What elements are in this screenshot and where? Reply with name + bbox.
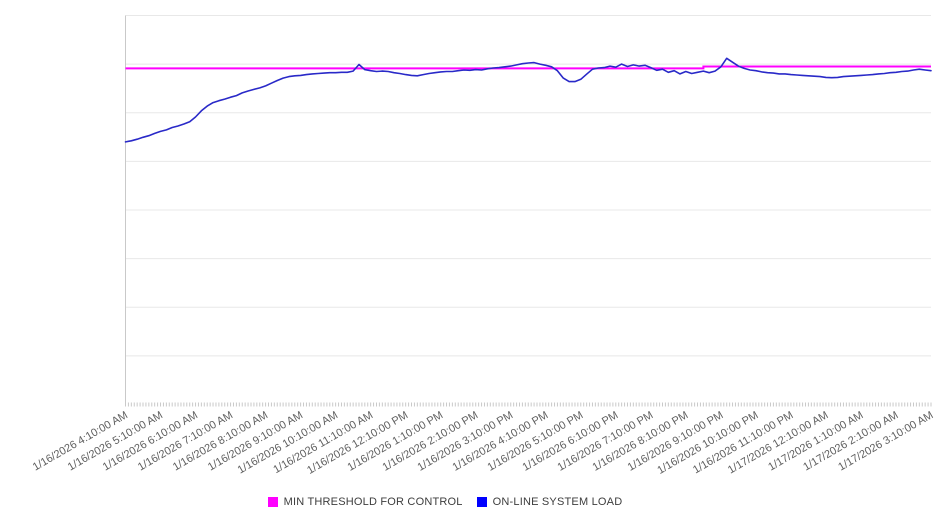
online-system-load-line xyxy=(124,57,932,143)
legend-label-min-threshold: MIN THRESHOLD FOR CONTROL xyxy=(283,496,463,508)
legend-item-online-system-load[interactable]: ON-LINE SYSTEM LOAD xyxy=(476,496,623,508)
legend-swatch-min-threshold-icon xyxy=(267,497,278,507)
legend-label-online-system-load: ON-LINE SYSTEM LOAD xyxy=(492,496,623,508)
min-threshold-line xyxy=(125,65,931,70)
chart-legend: MIN THRESHOLD FOR CONTROL ON-LINE SYSTEM… xyxy=(0,496,918,508)
load-chart-svg: 1/16/2026 4:10:00 AM1/16/2026 5:10:00 AM… xyxy=(31,15,936,477)
legend-swatch-online-system-load-icon xyxy=(476,497,487,507)
legend-item-min-threshold[interactable]: MIN THRESHOLD FOR CONTROL xyxy=(267,496,463,508)
